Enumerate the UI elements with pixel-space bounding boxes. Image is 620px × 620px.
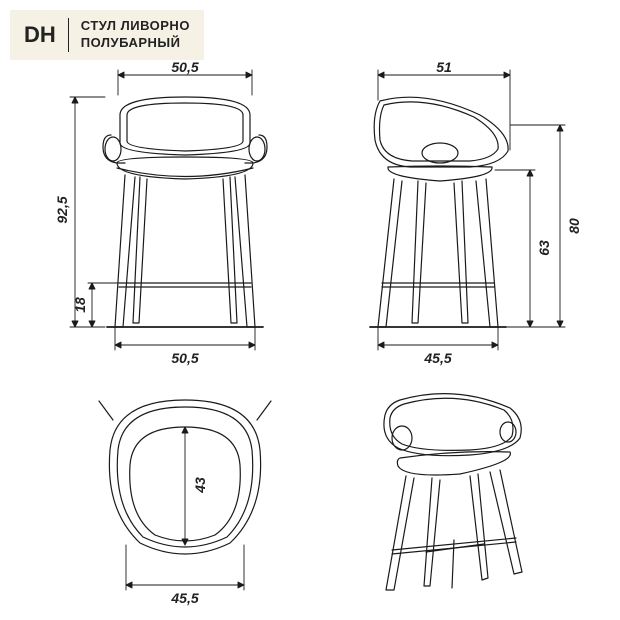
top-view [99, 400, 271, 554]
drawing-stage [0, 0, 620, 620]
dim-side-bottom-depth: 45,5 [424, 350, 451, 366]
dim-front-bottom-width: 50,5 [171, 350, 198, 366]
perspective-view [384, 394, 522, 590]
front-view [103, 97, 267, 327]
dim-side-top-depth: 51 [436, 59, 452, 75]
side-view [370, 97, 508, 327]
dim-top-seat-depth: 43 [192, 477, 208, 493]
dim-front-top-width: 50,5 [171, 59, 198, 75]
dim-front-height: 92,5 [54, 196, 70, 223]
dim-top-seat-width: 45,5 [171, 590, 198, 606]
dim-side-height: 80 [566, 218, 582, 234]
dim-side-seat-height: 63 [536, 240, 552, 256]
dim-front-footrest: 18 [72, 297, 88, 313]
